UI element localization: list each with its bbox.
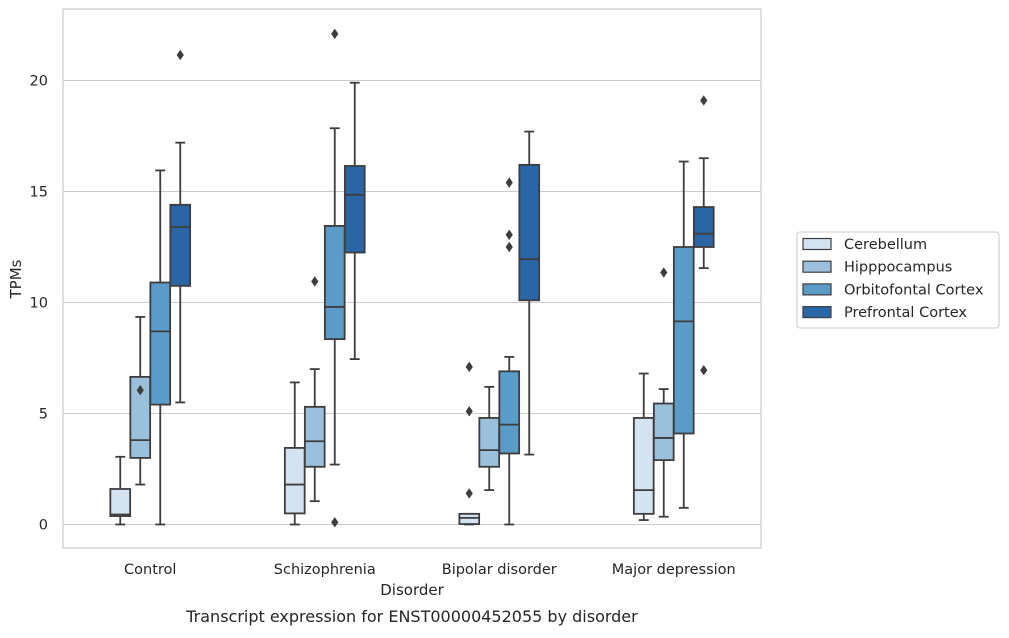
box-iqr [169,203,192,287]
legend: Cerebellum Hipppocampus Orbitofontal Corte… [796,231,1000,329]
box-group [632,372,655,521]
box-group [478,385,501,491]
box-iqr [109,488,132,517]
outlier-point [505,241,513,253]
boxes-layer [109,28,715,528]
box-iqr [692,206,715,248]
plot-area-frame [62,8,762,549]
legend-label: Hipppocampus [844,260,952,276]
box-iqr [672,246,695,435]
box-iqr [129,375,152,459]
outlier-point [331,517,339,528]
x-axis-label: Disorder [380,581,444,599]
legend-label: Orbitofontal Cortex [844,282,984,298]
legend-swatch [802,306,832,319]
legend-swatch [802,260,832,273]
legend-swatch [802,237,832,251]
outlier-point [700,95,708,106]
box-group [323,28,346,528]
legend-swatch [802,283,832,296]
x-tick-label: Schizophrenia [274,562,376,578]
y-tick-label: 5 [39,407,48,423]
box-iqr [343,165,366,254]
legend-label: Cerebellum [844,237,927,253]
y-tick-label: 0 [39,518,48,534]
box-iqr [303,405,326,468]
box-group [672,160,695,509]
box-group [129,316,152,486]
y-tick-labels: 0 5 10 15 20 [30,74,48,534]
y-gridlines [63,79,761,526]
x-tick-label: Major depression [612,562,736,578]
box-iqr [478,417,501,468]
legend-frame [796,231,1000,329]
box-iqr [283,447,306,515]
box-iqr [458,512,481,525]
box-group [498,177,521,526]
box-group [283,381,306,526]
x-tick-label: Bipolar disorder [442,562,557,578]
box-group [692,95,715,376]
y-tick-label: 15 [30,185,48,201]
y-tick-label: 10 [30,296,48,312]
outlier-point [505,229,513,240]
outlier-point [505,177,513,188]
outlier-point [700,365,708,376]
legend-label: Prefrontal Cortex [844,305,967,321]
box-iqr [652,402,675,462]
outlier-point [176,49,184,61]
box-iqr [498,370,521,455]
box-iqr [323,225,346,341]
box-group [458,361,481,526]
x-tick-label: Control [124,562,176,578]
plot-area-background [63,9,761,548]
box-group [303,276,326,503]
box-group [518,130,541,456]
box-group [343,81,366,361]
box-iqr [149,281,172,406]
chart-caption: Transcript expression for ENST0000045205… [185,607,638,626]
y-tick-label: 20 [30,74,48,90]
outlier-point [311,276,319,287]
box-group [109,455,132,526]
box-group [169,49,192,404]
outlier-point [136,384,144,396]
x-tick-labels: Control Schizophrenia Bipolar disorder Majo… [124,562,736,578]
outlier-point [465,406,473,417]
outlier-point [465,488,473,499]
y-axis-label: TPMs [7,259,25,299]
outlier-point [465,361,473,373]
outlier-point [660,267,668,278]
box-iqr [518,163,541,302]
outlier-point [331,28,339,40]
box-group [149,169,172,526]
box-iqr [632,417,655,515]
